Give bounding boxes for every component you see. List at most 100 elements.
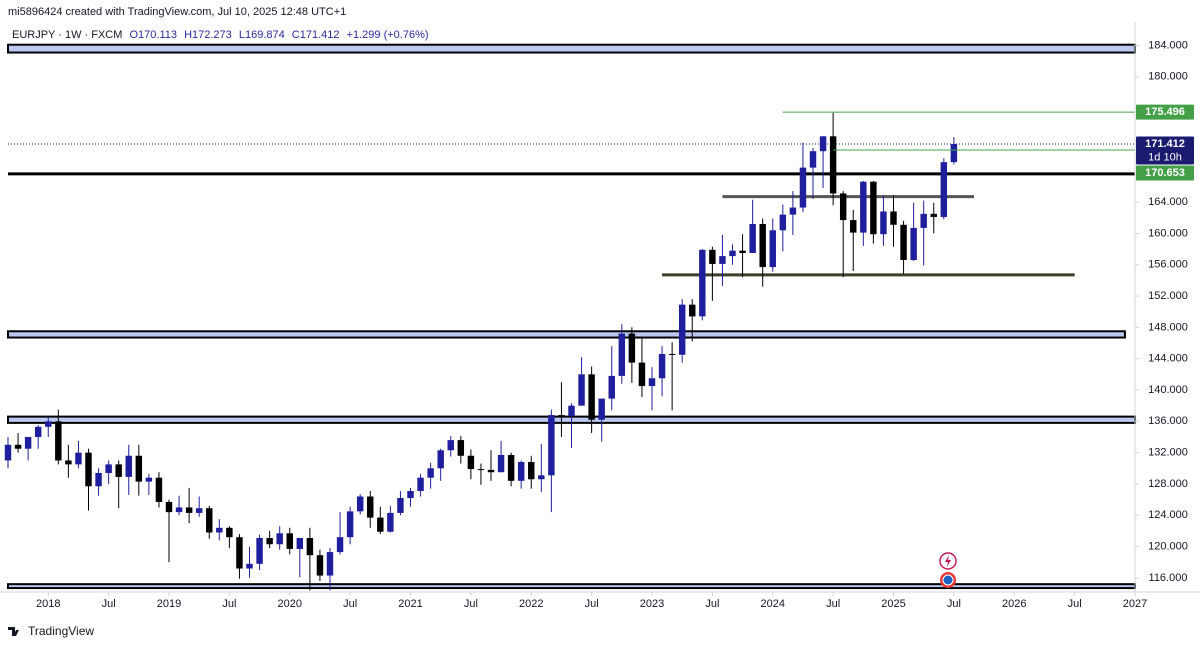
x-tick-label: 2022 [519, 598, 543, 610]
candle-body [467, 455, 475, 470]
candle-body [306, 537, 314, 556]
candle-body [145, 477, 153, 482]
x-tick-label: 2026 [1002, 598, 1026, 610]
candle-body [789, 207, 797, 215]
candle-body [377, 517, 384, 532]
candle-body [246, 563, 253, 569]
candle-body [719, 256, 726, 264]
candle-body [769, 230, 776, 268]
candle-body [95, 472, 102, 487]
x-tick-label: 2020 [278, 598, 302, 610]
y-tick-label: 184.000 [1148, 39, 1188, 51]
zone [7, 583, 1136, 590]
candle-body [940, 162, 948, 217]
price-tag [1136, 165, 1194, 181]
y-tick-label: 136.000 [1148, 415, 1188, 427]
x-tick-label: Jul [585, 598, 599, 610]
y-tick-label: 180.000 [1148, 71, 1188, 83]
indicator-icons[interactable] [939, 552, 957, 588]
candle-body [14, 444, 22, 449]
candle-body [839, 193, 847, 221]
candle-body [497, 454, 505, 473]
candle-body [920, 213, 927, 228]
logo-text: TradingView [28, 624, 94, 638]
event-icon-inner [942, 574, 954, 586]
alert-bolt [945, 555, 951, 567]
candle-body [880, 211, 887, 235]
price-tag-label: 171.412 [1145, 138, 1185, 150]
x-tick-label: 2021 [398, 598, 422, 610]
candle-body [457, 440, 465, 456]
candle-body [276, 533, 283, 545]
candle-body [256, 537, 263, 564]
candle-body [175, 507, 183, 513]
x-tick-label: 2018 [36, 598, 60, 610]
candle-body [336, 537, 344, 553]
candle-body [316, 555, 324, 576]
candle-body [85, 452, 92, 487]
x-tick-label: Jul [705, 598, 719, 610]
candle-body [548, 415, 555, 476]
y-tick-label: 152.000 [1148, 290, 1188, 302]
y-tick-label: 148.000 [1148, 321, 1188, 333]
candle-body [286, 533, 293, 549]
zone [7, 330, 1126, 339]
legend: EURJPY · 1W · FXCM O170.113 H172.273 L16… [12, 29, 429, 41]
x-tick-label: 2023 [640, 598, 664, 610]
logo: TradingView [8, 624, 94, 638]
candle-body [829, 136, 837, 194]
candle-body [568, 405, 575, 416]
x-tick-label: Jul [1068, 598, 1082, 610]
candle-body [699, 249, 706, 317]
candle-body [447, 440, 454, 451]
x-tick-label: 2025 [881, 598, 905, 610]
price-tag-label: 170.653 [1145, 167, 1185, 179]
candle-body [628, 333, 636, 363]
candle-body [689, 304, 696, 317]
candle-body [115, 464, 122, 477]
x-tick-label: 2027 [1123, 598, 1147, 610]
candle-body [417, 477, 424, 491]
candle-body [427, 468, 434, 478]
logo-mark [8, 627, 19, 636]
candle-body [407, 490, 414, 499]
candle-body [799, 167, 807, 208]
candle-body [558, 415, 565, 417]
symbol: EURJPY · 1W · FXCM [12, 29, 122, 41]
y-tick-label: 128.000 [1148, 478, 1188, 490]
price-tag [1136, 104, 1194, 120]
header: mi5896424 created with TradingView.com, … [8, 6, 346, 18]
candle-body [860, 181, 867, 233]
plot-area [4, 43, 1136, 591]
candle-body [195, 508, 203, 513]
x-tick-label: 2024 [761, 598, 785, 610]
candle-body [809, 151, 817, 168]
candle-body [819, 136, 827, 152]
x-tick-label: Jul [826, 598, 840, 610]
candle-body [135, 455, 143, 482]
candle-body [749, 224, 756, 253]
candle-body [125, 455, 132, 477]
candle-body [356, 496, 364, 512]
candle-body [930, 213, 937, 217]
candle-body [739, 250, 746, 253]
candle-body [517, 462, 525, 481]
y-tick-label: 132.000 [1148, 447, 1188, 459]
candle-body [326, 552, 334, 576]
candle-body [950, 144, 958, 163]
candle-body [648, 378, 656, 387]
candle-body [226, 527, 233, 538]
y-tick-label: 156.000 [1148, 259, 1188, 271]
candle-body [65, 460, 72, 465]
candle-body [890, 211, 897, 225]
candle-body [487, 469, 495, 473]
candle-body [668, 353, 676, 355]
candle-body [477, 469, 485, 471]
countdown: 1d 10h [1148, 151, 1182, 163]
candle-body [346, 511, 354, 538]
candle-body [779, 214, 787, 231]
candle-body [24, 436, 32, 449]
x-tick-label: Jul [222, 598, 236, 610]
